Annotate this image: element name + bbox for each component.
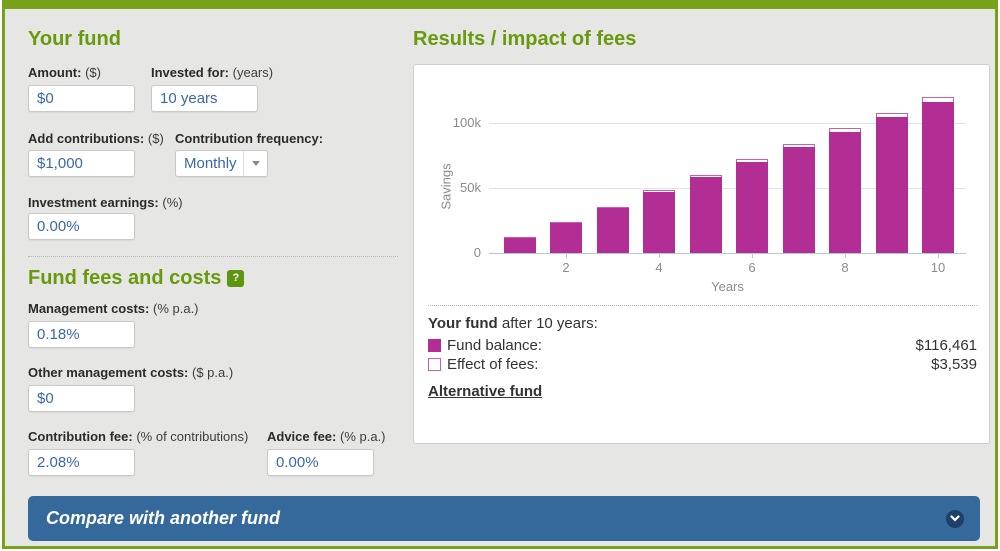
chart-plot — [489, 65, 966, 253]
expand-chevron-button[interactable] — [946, 509, 964, 528]
bar-fund-balance — [875, 117, 908, 253]
contribution-frequency-value: Monthly — [184, 155, 237, 172]
x-tick-mark — [752, 254, 753, 258]
bar-fund-balance — [689, 177, 722, 253]
bar-year-2 — [550, 222, 582, 253]
contribution-frequency-select[interactable]: Monthly — [175, 150, 268, 177]
x-tick-mark — [845, 254, 846, 258]
bar-fund-balance — [736, 162, 768, 253]
bar-effect-of-fees — [922, 97, 954, 102]
y-tick-label: 50k — [460, 180, 481, 195]
x-tick-mark — [659, 254, 660, 258]
effect-of-fees-value: $3,539 — [931, 356, 977, 373]
bar-year-8 — [829, 128, 861, 253]
bar-year-10 — [922, 97, 954, 253]
management-costs-input[interactable] — [28, 321, 135, 348]
bar-effect-of-fees — [875, 113, 908, 117]
bar-year-3 — [596, 207, 629, 253]
advice-fee-label: Advice fee: (% p.a.) — [267, 429, 386, 444]
bar-fund-balance — [782, 147, 815, 253]
results-summary: Your fund after 10 years: Fund balance: … — [428, 315, 977, 374]
x-tick-label: 8 — [841, 260, 849, 275]
bar-effect-of-fees — [643, 190, 675, 192]
bar-fund-balance — [596, 208, 629, 253]
alternative-fund-link[interactable]: Alternative fund — [428, 383, 543, 400]
bar-effect-of-fees — [829, 128, 861, 132]
dropdown-caret-button[interactable] — [243, 151, 267, 176]
help-icon[interactable]: ? — [227, 270, 245, 287]
summary-title: Your fund after 10 years: — [428, 315, 598, 332]
other-management-costs-input[interactable] — [28, 385, 135, 412]
effect-of-fees-label: Effect of fees: — [447, 356, 539, 373]
bar-year-1 — [503, 237, 536, 253]
amount-label: Amount: ($) — [28, 65, 101, 80]
fund-fees-heading: Fund fees and costs? — [28, 267, 245, 290]
other-management-costs-label: Other management costs: ($ p.a.) — [28, 365, 234, 380]
bar-year-4 — [643, 190, 675, 253]
compare-with-another-fund-button[interactable]: Compare with another fund — [28, 496, 980, 541]
gridline-50k — [489, 188, 966, 189]
investment-earnings-label: Investment earnings: (%) — [28, 195, 183, 210]
invested-for-label: Invested for: (years) — [151, 65, 274, 80]
x-tick-mark — [566, 254, 567, 258]
your-fund-heading: Your fund — [28, 28, 121, 50]
compare-label: Compare with another fund — [46, 508, 280, 528]
fund-balance-value: $116,461 — [915, 337, 977, 354]
bar-fund-balance — [922, 102, 954, 253]
bar-year-9 — [875, 113, 908, 253]
legend-row-effect-of-fees: Effect of fees: $3,539 — [428, 355, 977, 374]
results-card: Savings Years Your fund after 10 years: … — [413, 64, 990, 444]
bar-effect-of-fees — [503, 237, 536, 238]
x-tick-label: 6 — [748, 260, 756, 275]
bar-effect-of-fees — [782, 144, 815, 147]
investment-earnings-input[interactable] — [28, 213, 135, 240]
add-contributions-label: Add contributions: ($) — [28, 131, 164, 146]
bar-effect-of-fees — [736, 159, 768, 162]
bar-fund-balance — [503, 238, 536, 253]
y-tick-label: 100k — [452, 115, 481, 130]
bar-fund-balance — [550, 223, 582, 253]
x-axis-line — [489, 253, 966, 254]
caret-down-icon — [251, 161, 260, 166]
bar-year-5 — [689, 175, 722, 253]
invested-for-input[interactable] — [151, 85, 258, 112]
x-tick-mark — [938, 254, 939, 258]
x-tick-label: 4 — [655, 260, 663, 275]
bar-effect-of-fees — [689, 175, 722, 177]
section-divider — [28, 256, 398, 257]
bar-fund-balance — [829, 132, 861, 253]
legend-row-fund-balance: Fund balance: $116,461 — [428, 336, 977, 355]
management-costs-label: Management costs: (% p.a.) — [28, 301, 199, 316]
chevron-down-icon — [950, 515, 960, 522]
amount-input[interactable] — [28, 85, 135, 112]
fund-balance-swatch — [428, 339, 441, 352]
fund-balance-label: Fund balance: — [447, 337, 543, 354]
x-tick-label: 2 — [562, 260, 570, 275]
bar-year-7 — [782, 144, 815, 253]
x-tick-label: 10 — [930, 260, 946, 275]
results-divider — [428, 305, 977, 306]
y-tick-label: 0 — [473, 245, 481, 260]
gridline-100k — [489, 123, 966, 124]
contribution-frequency-label: Contribution frequency: — [175, 131, 324, 146]
effect-of-fees-swatch — [428, 358, 441, 371]
x-axis-title: Years — [711, 279, 744, 294]
contribution-fee-input[interactable] — [28, 449, 135, 476]
bar-fund-balance — [643, 192, 675, 253]
add-contributions-input[interactable] — [28, 150, 135, 177]
bar-year-6 — [736, 159, 768, 253]
results-heading: Results / impact of fees — [413, 28, 637, 50]
bar-effect-of-fees — [550, 222, 582, 223]
advice-fee-input[interactable] — [267, 449, 374, 476]
bar-effect-of-fees — [596, 207, 629, 208]
contribution-fee-label: Contribution fee: (% of contributions) — [28, 429, 249, 444]
